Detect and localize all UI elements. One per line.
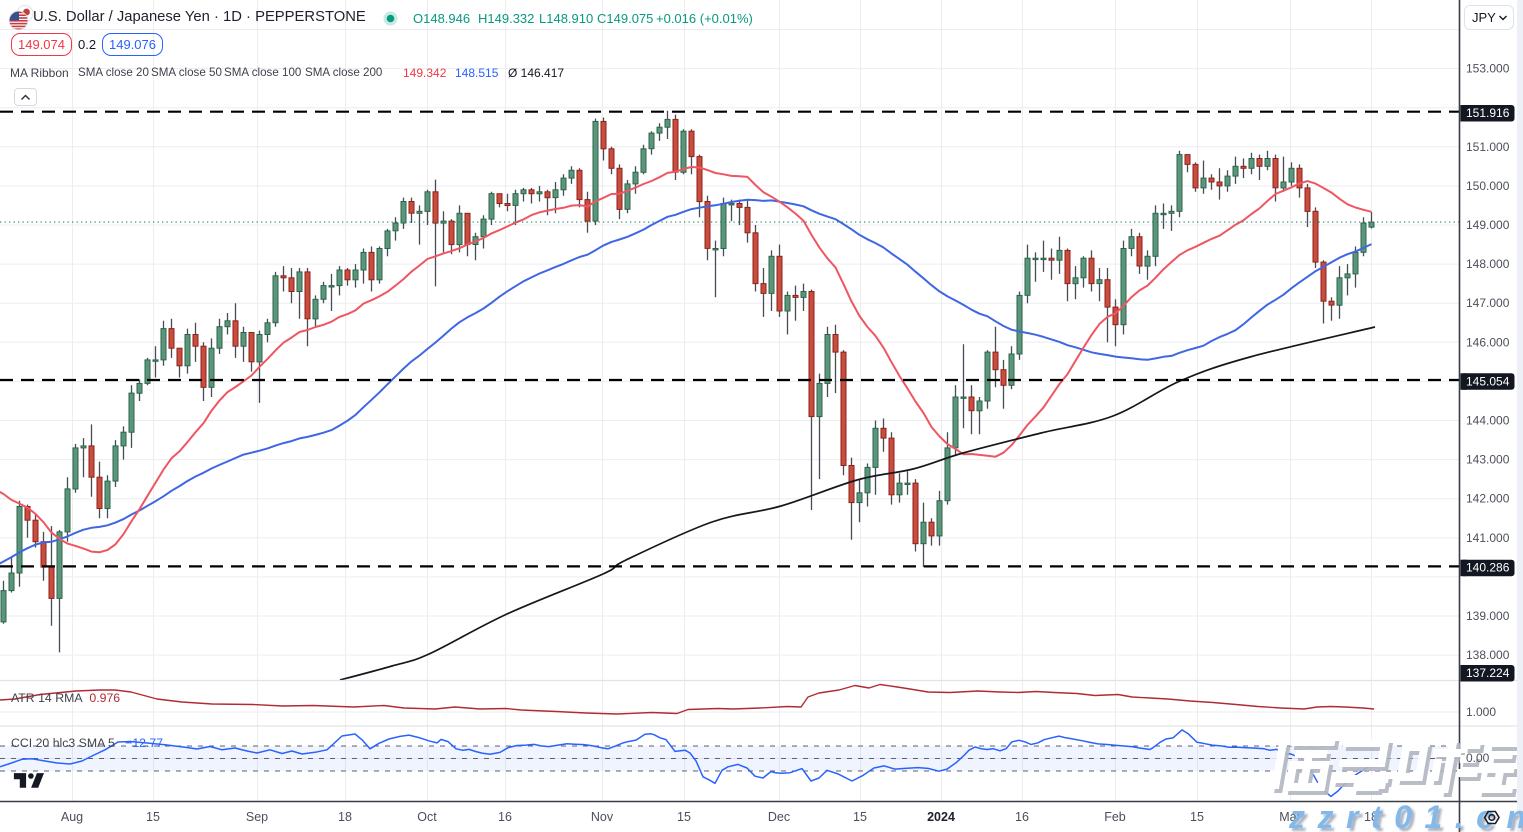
svg-text:15: 15 xyxy=(1190,810,1204,824)
svg-text:139.000: 139.000 xyxy=(1466,609,1510,623)
svg-text:144.000: 144.000 xyxy=(1466,414,1510,428)
svg-text:1.000: 1.000 xyxy=(1466,705,1496,719)
svg-text:143.000: 143.000 xyxy=(1466,453,1510,467)
svg-text:Mar: Mar xyxy=(1279,810,1301,824)
svg-text:2024: 2024 xyxy=(927,810,955,824)
svg-text:150.000: 150.000 xyxy=(1466,179,1510,193)
svg-text:153.000: 153.000 xyxy=(1466,62,1510,76)
svg-text:15: 15 xyxy=(853,810,867,824)
svg-text:15: 15 xyxy=(677,810,691,824)
svg-text:18: 18 xyxy=(338,810,352,824)
svg-text:Oct: Oct xyxy=(417,810,437,824)
svg-text:151.916: 151.916 xyxy=(1466,106,1510,120)
svg-text:146.000: 146.000 xyxy=(1466,335,1510,349)
svg-text:142.000: 142.000 xyxy=(1466,492,1510,506)
svg-text:Nov: Nov xyxy=(591,810,614,824)
svg-text:137.224: 137.224 xyxy=(1466,666,1510,680)
svg-text:148.000: 148.000 xyxy=(1466,257,1510,271)
svg-text:140.286: 140.286 xyxy=(1466,561,1510,575)
svg-text:149.000: 149.000 xyxy=(1466,218,1510,232)
svg-text:138.000: 138.000 xyxy=(1466,648,1510,662)
svg-text:15: 15 xyxy=(146,810,160,824)
svg-text:16: 16 xyxy=(1015,810,1029,824)
svg-text:141.000: 141.000 xyxy=(1466,531,1510,545)
svg-text:0.00: 0.00 xyxy=(1466,751,1490,765)
svg-text:Dec: Dec xyxy=(768,810,790,824)
svg-text:Aug: Aug xyxy=(61,810,83,824)
svg-text:151.000: 151.000 xyxy=(1466,140,1510,154)
svg-text:145.054: 145.054 xyxy=(1466,374,1510,388)
svg-text:Feb: Feb xyxy=(1104,810,1126,824)
svg-text:16: 16 xyxy=(498,810,512,824)
svg-text:147.000: 147.000 xyxy=(1466,296,1510,310)
svg-text:Sep: Sep xyxy=(246,810,268,824)
svg-text:18: 18 xyxy=(1364,810,1378,824)
